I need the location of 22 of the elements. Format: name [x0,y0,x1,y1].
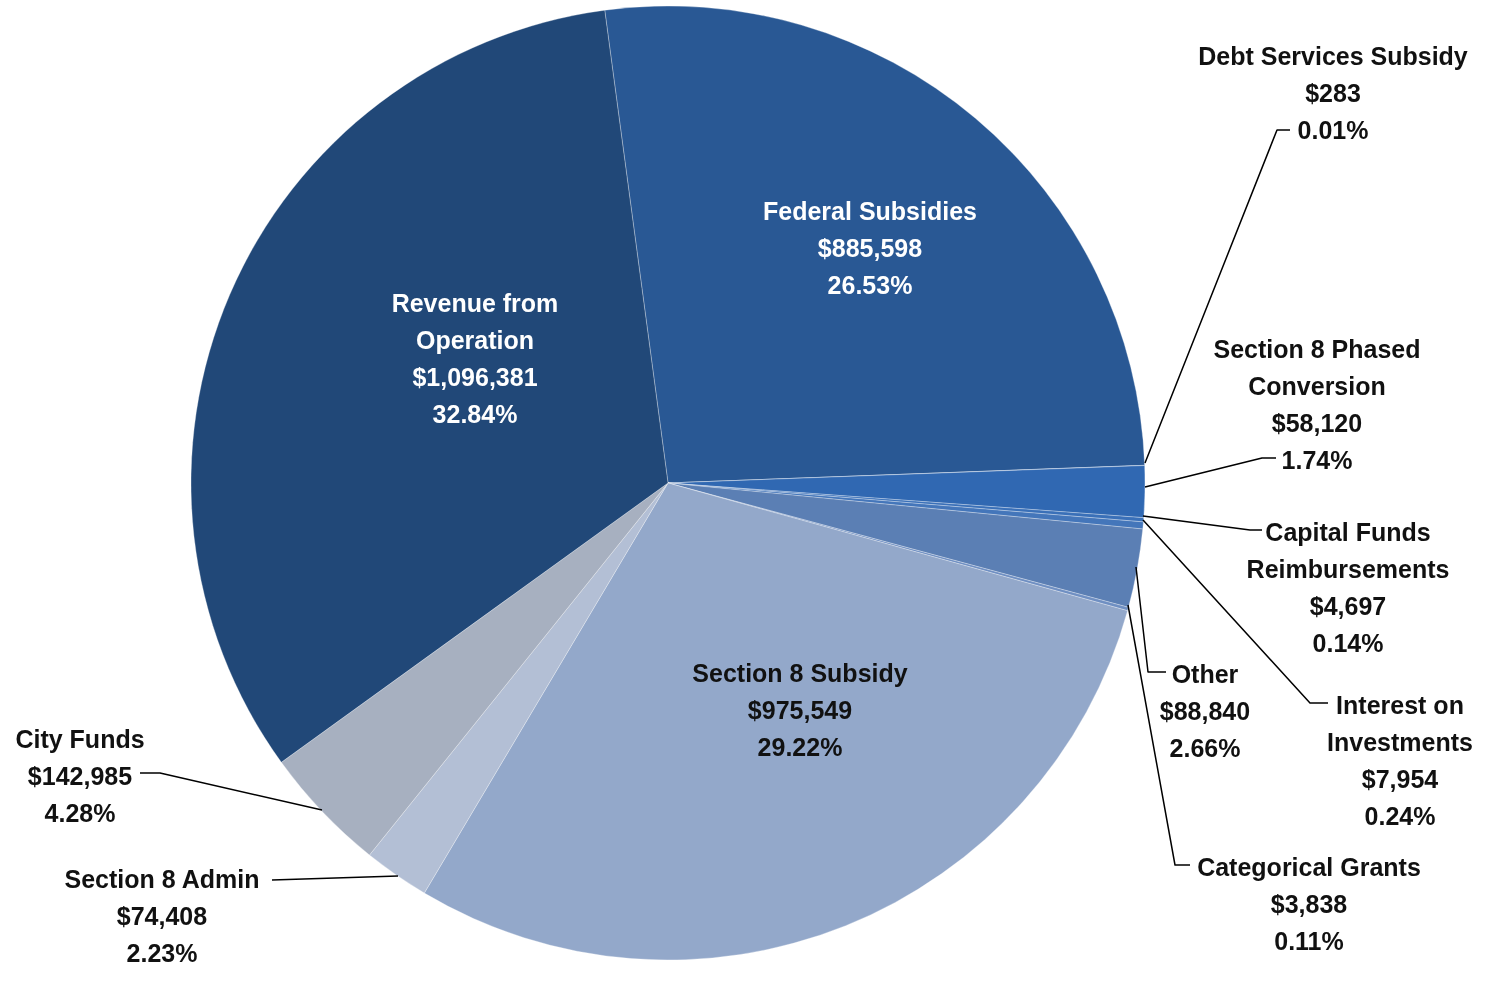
slice-label: Capital Funds Reimbursements [1246,518,1450,583]
slice-label: Federal Subsidies [763,197,977,225]
data-label: $283 0.01% [1297,79,1369,144]
slice-label: Categorical Grants [1197,853,1421,881]
data-label: $975,549 29.22% [747,696,853,761]
data-label: $142,985 4.28% [27,762,133,827]
data-label: $1,096,381 32.84% [412,363,538,428]
slice-label: Debt Services Subsidy [1198,42,1468,70]
slice-label: Section 8 Admin [64,865,260,893]
data-label: $7,954 0.24% [1361,765,1439,830]
slice-label: Revenue from Operation [391,289,559,354]
data-label: $88,840 2.66% [1159,697,1251,762]
data-label: $3,838 0.11% [1270,890,1348,955]
slice-label: Section 8 Phased Conversion [1213,335,1421,400]
data-label: $4,697 0.14% [1309,592,1387,657]
data-label: $885,598 26.53% [817,234,923,299]
slice-label: Interest on Investments [1327,691,1473,756]
data-label: $74,408 2.23% [116,902,208,967]
slice-label: Other [1171,660,1239,688]
data-label: $58,120 1.74% [1271,409,1363,474]
slice-label: City Funds [15,725,145,753]
slice-label: Section 8 Subsidy [692,659,908,687]
